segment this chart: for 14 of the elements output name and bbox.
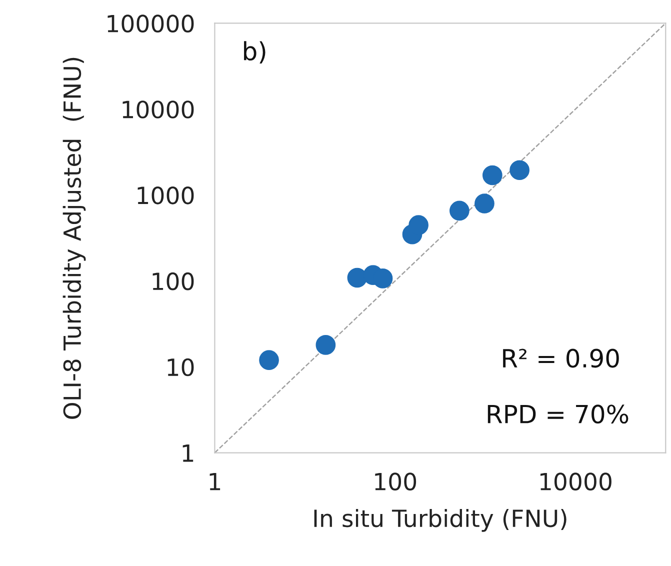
y-axis-title: OLI-8 Turbidity Adjusted (FNU)	[62, 58, 86, 419]
annotation: b)	[244, 41, 266, 64]
x-axis-title: In situ Turbidity (FNU)	[314, 508, 566, 532]
y-tick-label: 100000	[108, 14, 194, 33]
x-tick-label: 100	[375, 472, 416, 491]
annotation: RPD = 70%	[488, 404, 628, 424]
y-tick-label: 100	[152, 272, 194, 290]
y-tick-label: 10	[168, 358, 194, 376]
x-tick-label: 10000	[540, 472, 612, 491]
y-tick-label: 10000	[122, 100, 194, 118]
y-tick-label: 1000	[138, 186, 194, 204]
annotation: R² = 0.90	[503, 348, 619, 368]
x-tick-label: 1	[210, 472, 220, 490]
y-tick-label: 1	[182, 444, 194, 462]
